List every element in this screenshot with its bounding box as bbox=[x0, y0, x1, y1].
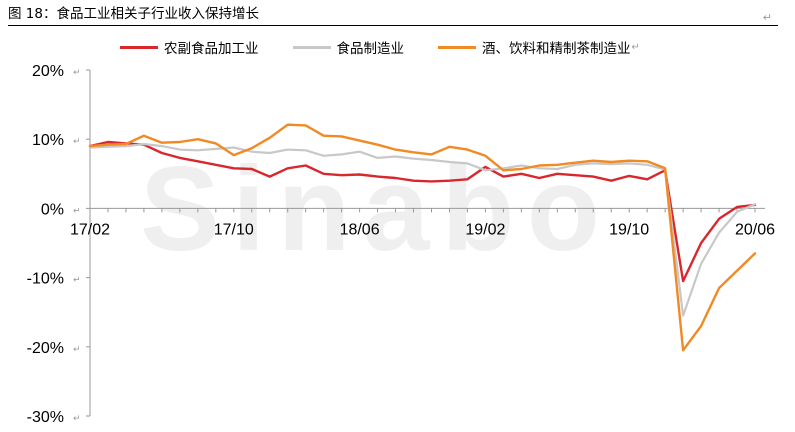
y-tick-return-mark: ↵ bbox=[73, 206, 81, 216]
legend-return-mark: ↵ bbox=[631, 41, 640, 53]
y-tick-return-mark: ↵ bbox=[73, 345, 81, 355]
return-mark: ↵ bbox=[762, 11, 772, 24]
legend-item-food: 食品制造业 bbox=[292, 37, 405, 57]
y-tick-label: -10% bbox=[27, 271, 64, 288]
legend-label-beverage: 酒、饮料和精制茶制造业 bbox=[482, 41, 631, 57]
y-tick-label: -30% bbox=[27, 409, 64, 426]
legend-swatch-beverage bbox=[438, 45, 476, 49]
y-tick-label: 0% bbox=[41, 201, 64, 218]
chart-legend: 农副食品加工业 食品制造业 酒、饮料和精制茶制造业 ↵ bbox=[120, 36, 674, 58]
y-tick-return-mark: ↵ bbox=[73, 414, 81, 424]
legend-label-food: 食品制造业 bbox=[336, 41, 405, 57]
y-tick-label: 20% bbox=[32, 63, 64, 80]
legend-label-agri: 农副食品加工业 bbox=[164, 41, 259, 57]
chart-title-text: 图 18：食品工业相关子行业收入保持增长 bbox=[8, 6, 259, 22]
legend-item-beverage: 酒、饮料和精制茶制造业 ↵ bbox=[438, 37, 640, 57]
y-tick-return-mark: ↵ bbox=[73, 137, 81, 147]
x-tick-label: 18/06 bbox=[340, 221, 380, 238]
series-line-beverage bbox=[88, 123, 757, 352]
y-tick-return-mark: ↵ bbox=[73, 276, 81, 286]
y-tick-label: -20% bbox=[27, 340, 64, 357]
legend-item-agri: 农副食品加工业 bbox=[120, 37, 259, 57]
legend-swatch-agri bbox=[120, 45, 158, 49]
x-tick-label: 20/06 bbox=[735, 221, 775, 238]
x-tick-label: 19/02 bbox=[465, 221, 505, 238]
y-tick-return-mark: ↵ bbox=[73, 68, 81, 78]
x-tick-label: 17/10 bbox=[214, 221, 254, 238]
x-tick-label: 19/10 bbox=[609, 221, 649, 238]
chart-title: 图 18：食品工业相关子行业收入保持增长 ↵ bbox=[8, 2, 778, 26]
legend-swatch-food bbox=[292, 45, 331, 49]
x-tick-label: 17/02 bbox=[70, 221, 110, 238]
series-line-food bbox=[88, 142, 757, 317]
y-tick-label: 10% bbox=[32, 132, 64, 149]
series-line-agri bbox=[88, 140, 757, 283]
